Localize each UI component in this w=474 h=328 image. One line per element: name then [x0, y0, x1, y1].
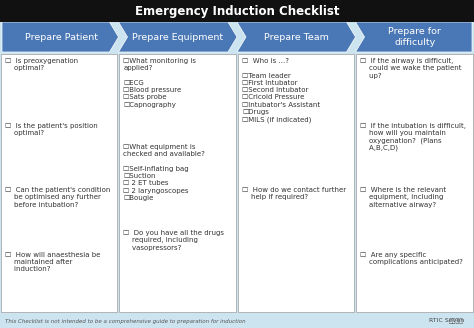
Text: ⒸⓄⓈⒼ: ⒸⓄⓈⒼ [448, 318, 464, 324]
Text: ☐  If the airway is difficult,
    could we wake the patient
    up?: ☐ If the airway is difficult, could we w… [361, 58, 462, 78]
Text: ☐  Is the patient's position
    optimal?: ☐ Is the patient's position optimal? [5, 122, 98, 136]
Polygon shape [356, 22, 472, 52]
Text: ☐What monitoring is
applied?

☐ECG
☐Blood pressure
☐Sats probe
☐Capnography: ☐What monitoring is applied? ☐ECG ☐Blood… [124, 58, 197, 108]
Bar [238, 54, 355, 312]
Text: ☐  Where is the relevant
    equipment, including
    alternative airway?: ☐ Where is the relevant equipment, inclu… [361, 187, 447, 208]
Text: This Checklist is not intended to be a comprehensive guide to preparation for in: This Checklist is not intended to be a c… [5, 318, 246, 323]
Bar [0, 0, 474, 22]
Polygon shape [118, 22, 237, 52]
Text: RTIC Seven: RTIC Seven [429, 318, 464, 323]
Text: Prepare for
difficulty: Prepare for difficulty [388, 27, 441, 47]
Text: ☐  Can the patient's condition
    be optimised any further
    before intubatio: ☐ Can the patient's condition be optimis… [5, 187, 110, 208]
Text: ☐  Who is ...?

☐Team leader
☐First Intubator
☐Second Intubator
☐Cricoid Pressur: ☐ Who is ...? ☐Team leader ☐First Intuba… [242, 58, 320, 123]
Text: ☐  How will anaesthesia be
    maintained after
    induction?: ☐ How will anaesthesia be maintained aft… [5, 252, 100, 272]
Text: ☐  Do you have all the drugs
    required, including
    vasopressors?: ☐ Do you have all the drugs required, in… [124, 230, 225, 251]
Text: ☐  Are any specific
    complications anticipated?: ☐ Are any specific complications anticip… [361, 252, 464, 265]
Text: Prepare Team: Prepare Team [264, 32, 328, 42]
Polygon shape [237, 22, 356, 52]
Text: ☐  If the intubation is difficult,
    how will you maintain
    oxygenation?  (: ☐ If the intubation is difficult, how wi… [361, 122, 466, 151]
Text: ☐What equipment is
checked and available?

☐Self-inflating bag
☐Suction
☐ 2 ET t: ☐What equipment is checked and available… [124, 144, 205, 201]
Text: ☐  Is preoxygenation
    optimal?: ☐ Is preoxygenation optimal? [5, 58, 78, 71]
Bar [356, 54, 473, 312]
Bar [1, 54, 118, 312]
Bar [119, 54, 236, 312]
Text: Prepare Equipment: Prepare Equipment [132, 32, 223, 42]
Text: ☐  How do we contact further
    help if required?: ☐ How do we contact further help if requ… [242, 187, 346, 200]
Text: Emergency Induction Checklist: Emergency Induction Checklist [135, 5, 339, 17]
Text: Prepare Patient: Prepare Patient [25, 32, 98, 42]
Polygon shape [2, 22, 118, 52]
